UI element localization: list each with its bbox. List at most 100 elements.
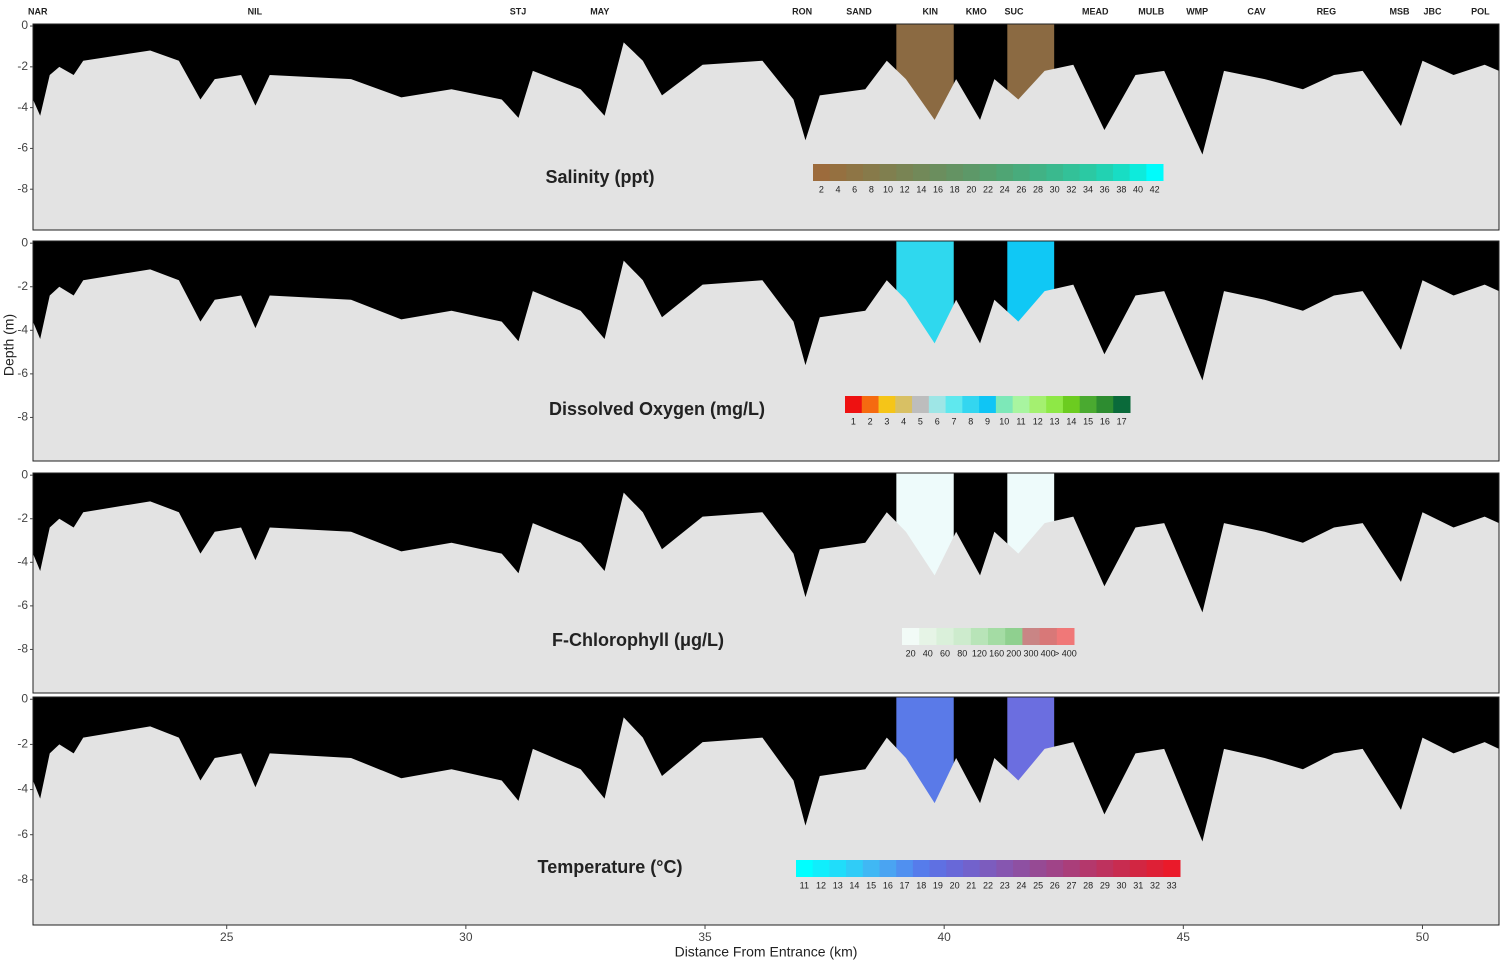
legend-swatch xyxy=(879,860,897,877)
station-label: NIL xyxy=(248,6,263,16)
legend-swatch xyxy=(962,396,980,413)
legend-swatch xyxy=(1079,860,1098,877)
legend-swatch xyxy=(1163,860,1181,877)
y-tick-label: -8 xyxy=(17,642,28,656)
legend-label: 17 xyxy=(1117,416,1127,426)
x-tick-label: 25 xyxy=(220,930,234,944)
legend-swatch xyxy=(979,860,997,877)
station-label: REG xyxy=(1317,6,1337,16)
panel-title: Dissolved Oxygen (mg/L) xyxy=(549,399,765,419)
y-tick-label: -2 xyxy=(17,737,28,751)
legend-swatch xyxy=(829,860,847,877)
station-label: MULB xyxy=(1138,6,1164,16)
legend-label: 26 xyxy=(1050,880,1060,890)
legend-swatch xyxy=(979,396,997,413)
legend-label: 29 xyxy=(1100,880,1110,890)
legend-label: 80 xyxy=(957,648,967,658)
legend-swatch xyxy=(1029,860,1047,877)
legend-swatch xyxy=(1039,628,1058,645)
legend-swatch xyxy=(895,396,913,413)
legend-label: 22 xyxy=(983,184,993,194)
legend-label: 17 xyxy=(900,880,910,890)
legend-swatch xyxy=(1096,860,1114,877)
legend-swatch xyxy=(1029,396,1047,413)
station-label: MAY xyxy=(590,6,609,16)
legend-label: 32 xyxy=(1150,880,1160,890)
legend-swatch xyxy=(979,164,997,181)
legend-label: 25 xyxy=(1033,880,1043,890)
station-label: SUC xyxy=(1004,6,1024,16)
x-axis-label: Distance From Entrance (km) xyxy=(675,944,858,960)
y-tick-label: -6 xyxy=(17,598,28,612)
legend-label: 32 xyxy=(1066,184,1076,194)
legend-swatch xyxy=(846,860,864,877)
legend-swatch xyxy=(1129,164,1147,181)
station-label: POL xyxy=(1471,6,1490,16)
x-tick-label: 50 xyxy=(1416,930,1430,944)
legend-swatch xyxy=(963,164,981,181)
legend-swatch xyxy=(928,396,947,413)
legend-label: 10 xyxy=(883,184,893,194)
station-label: WMP xyxy=(1186,6,1208,16)
legend-label: 34 xyxy=(1083,184,1093,194)
y-tick-label: -4 xyxy=(17,322,28,336)
legend-label: 20 xyxy=(906,648,916,658)
legend-label: 60 xyxy=(940,648,950,658)
legend-swatch xyxy=(919,628,937,645)
legend-swatch xyxy=(962,860,981,877)
legend-swatch xyxy=(896,164,914,181)
legend-label: 40 xyxy=(1133,184,1143,194)
x-tick-label: 45 xyxy=(1177,930,1191,944)
legend-label: 13 xyxy=(1050,416,1060,426)
legend-label: 42 xyxy=(1150,184,1160,194)
legend-label: 300 xyxy=(1023,648,1038,658)
station-label: MSB xyxy=(1390,6,1411,16)
legend-swatch xyxy=(1096,396,1114,413)
legend-swatch xyxy=(1096,164,1114,181)
legend-label: 8 xyxy=(968,416,973,426)
legend-label: 31 xyxy=(1133,880,1143,890)
legend-label: 6 xyxy=(935,416,940,426)
legend-label: 18 xyxy=(916,880,926,890)
legend-swatch xyxy=(995,396,1014,413)
legend-swatch xyxy=(913,164,931,181)
legend-swatch xyxy=(1046,860,1064,877)
y-tick-label: -8 xyxy=(17,872,28,886)
legend-swatch xyxy=(1062,396,1081,413)
y-tick-label: -8 xyxy=(17,181,28,195)
legend-swatch xyxy=(1012,396,1030,413)
legend-swatch xyxy=(1113,860,1131,877)
legend-swatch xyxy=(1113,396,1131,413)
legend-swatch xyxy=(996,164,1014,181)
legend-label: 12 xyxy=(816,880,826,890)
legend-label: 6 xyxy=(852,184,857,194)
legend-label: 18 xyxy=(950,184,960,194)
legend-label: 200 xyxy=(1006,648,1021,658)
legend-label: 20 xyxy=(966,184,976,194)
x-tick-label: 30 xyxy=(459,930,473,944)
legend-label: 28 xyxy=(1033,184,1043,194)
legend-label: 10 xyxy=(999,416,1009,426)
y-tick-label: -4 xyxy=(17,554,28,568)
sediment-profile xyxy=(33,42,1499,231)
station-label: STJ xyxy=(510,6,527,16)
legend-label: 33 xyxy=(1167,880,1177,890)
legend-swatch xyxy=(1046,396,1064,413)
y-axis-label: Depth (m) xyxy=(1,314,17,376)
panel-frame xyxy=(32,23,1500,231)
legend-swatch xyxy=(1146,164,1164,181)
legend-swatch xyxy=(1079,164,1097,181)
legend-swatch xyxy=(1063,164,1081,181)
legend-swatch xyxy=(929,860,947,877)
sediment-profile xyxy=(33,492,1499,693)
y-tick-label: -2 xyxy=(17,279,28,293)
y-tick-label: -2 xyxy=(17,511,28,525)
legend-label: 23 xyxy=(1000,880,1010,890)
station-label: MEAD xyxy=(1082,6,1109,16)
legend-swatch xyxy=(879,164,897,181)
x-tick-label: 40 xyxy=(937,930,951,944)
y-tick-label: -6 xyxy=(17,827,28,841)
legend-label: 14 xyxy=(916,184,926,194)
legend-swatch xyxy=(1129,860,1148,877)
